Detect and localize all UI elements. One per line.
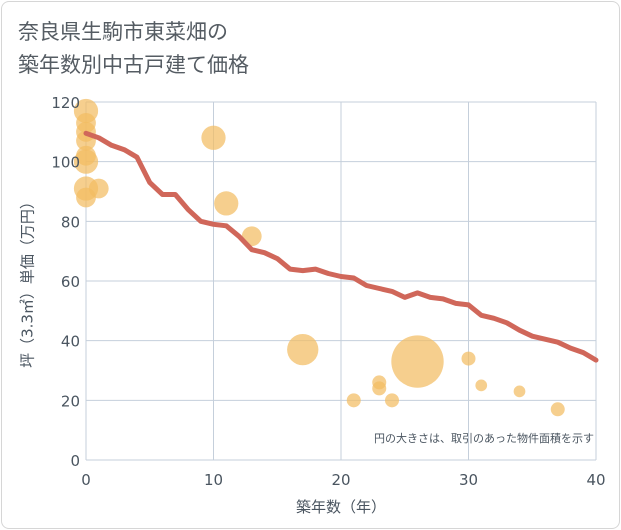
trend-line <box>83 130 599 363</box>
data-point <box>214 191 239 216</box>
data-point <box>346 393 361 408</box>
y-tick-label: 120 <box>51 94 80 112</box>
x-tick-label: 30 <box>459 471 478 489</box>
y-tick-label: 40 <box>61 333 80 351</box>
x-tick-label: 40 <box>586 471 605 489</box>
data-point <box>372 381 387 396</box>
data-point <box>88 178 109 199</box>
size-legend-note: 円の大きさは、取引のあった物件面積を示す <box>374 431 594 445</box>
data-point <box>391 335 444 388</box>
x-tick-label: 0 <box>81 471 91 489</box>
chart-title-line2: 築年数別中古戸建て価格 <box>18 53 249 77</box>
x-axis-label: 築年数（年） <box>296 498 386 516</box>
data-point <box>461 351 476 366</box>
data-point <box>201 125 226 150</box>
y-tick-label: 0 <box>70 452 80 470</box>
chart-title-line1: 奈良県生駒市東菜畑の <box>18 20 228 44</box>
x-tick-label: 20 <box>331 471 350 489</box>
data-point <box>385 393 399 408</box>
data-point <box>513 385 526 398</box>
data-point <box>550 402 565 417</box>
y-tick-label: 80 <box>61 213 80 231</box>
data-point <box>475 379 488 392</box>
y-tick-label: 20 <box>61 392 80 410</box>
data-point <box>287 333 319 366</box>
data-point <box>73 149 99 174</box>
chart-title: 奈良県生駒市東菜畑の 築年数別中古戸建て価格 <box>18 16 249 82</box>
x-tick-label: 10 <box>204 471 223 489</box>
scatter-points <box>73 98 565 417</box>
y-tick-label: 100 <box>51 154 80 172</box>
grid-lines <box>85 101 597 461</box>
y-tick-label: 60 <box>61 273 80 291</box>
y-axis-label: 坪（3.3㎡）単価（万円） <box>19 194 37 368</box>
axis-ticks: 0 20 40 60 80 100 120 0 10 20 30 40 <box>51 94 605 489</box>
